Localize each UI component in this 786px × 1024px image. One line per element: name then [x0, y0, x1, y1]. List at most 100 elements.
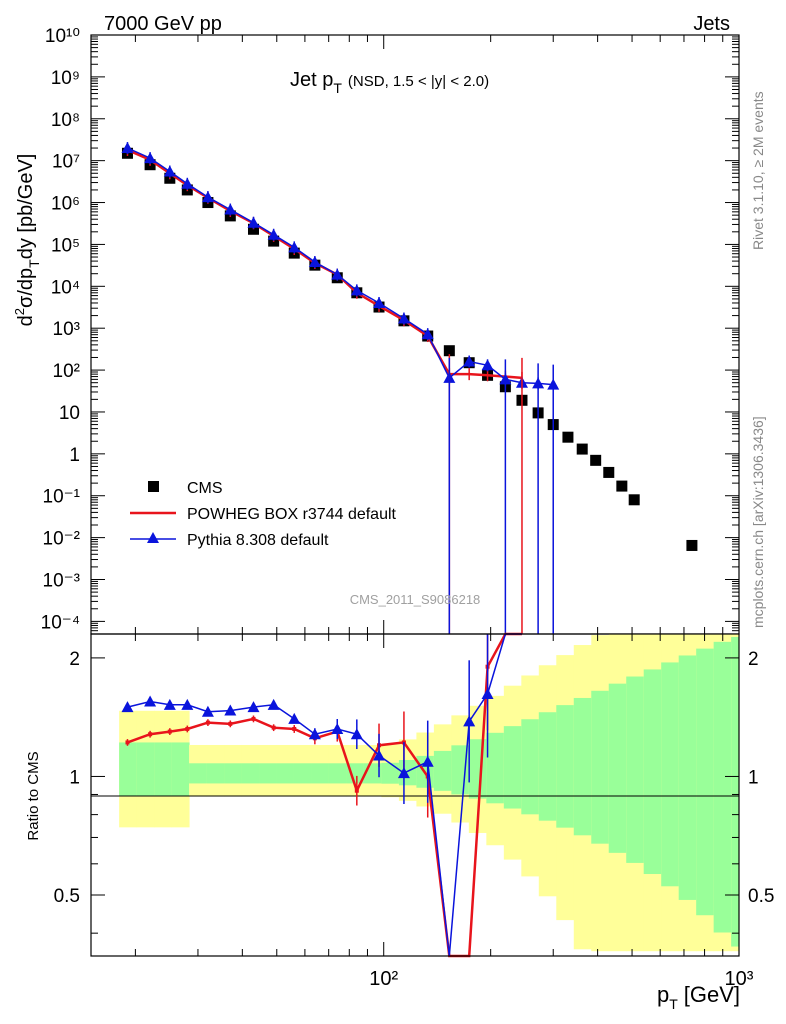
pythia-data-point: [247, 216, 260, 228]
pythia-data-point: [121, 142, 134, 154]
ratio-pythia-point: [481, 687, 494, 699]
ratio-band-inner: [119, 742, 138, 797]
ratio-band-inner: [311, 763, 330, 784]
ratio-pythia-point: [181, 698, 194, 710]
ratio-band-inner: [451, 745, 470, 795]
legend-cms-marker: [148, 481, 159, 492]
x-tick-label: 10²: [369, 968, 398, 990]
ratio-pythia-point: [201, 705, 214, 717]
ratio-band-inner: [626, 676, 645, 863]
pythia-data-point: [397, 312, 410, 324]
ratio-powheg-point: [125, 740, 130, 745]
cms-data-point: [603, 466, 615, 478]
ratio-powheg-point: [167, 729, 172, 734]
main-y-tick-label: 10⁷: [52, 152, 80, 173]
ratio-pythia-point: [308, 728, 321, 740]
ratio-band-inner: [224, 763, 243, 784]
ratio-band-inner: [661, 662, 680, 887]
ratio-pythia-point: [463, 715, 476, 727]
ratio-band-inner: [503, 726, 522, 809]
ratio-powheg-point: [228, 721, 233, 726]
legend-pythia-label: Pythia 8.308 default: [187, 532, 329, 549]
ratio-band-inner: [713, 641, 732, 933]
main-y-tick-label: 1: [69, 445, 80, 466]
pythia-data-point: [144, 152, 157, 164]
ratio-band-inner: [276, 763, 295, 784]
main-y-tick-label: 10⁵: [51, 235, 80, 256]
ratio-band-inner: [643, 669, 662, 875]
main-y-tick-label: 10²: [53, 361, 80, 382]
ratio-powheg-point: [251, 716, 256, 721]
main-y-tick-label: 10⁻³: [43, 571, 81, 592]
ratio-band-inner: [608, 683, 627, 853]
cms-data-point: [616, 480, 628, 492]
ratio-band-inner: [486, 732, 505, 804]
ratio-plot: 10² 10³ 0.5 0.5 1 1 2 2 Ratio to CMS: [25, 632, 774, 990]
ratio-plot-frame: [90, 633, 740, 957]
ratio-pythia-point: [350, 728, 363, 740]
ratio-pythia-point: [247, 701, 260, 713]
ratio-band-inner: [346, 763, 365, 784]
ratio-band-inner: [206, 763, 225, 784]
cms-data-point: [443, 345, 455, 357]
pythia-data-point: [331, 268, 344, 280]
watermark: CMS_2011_S9086218: [350, 592, 481, 607]
rivet-label: Rivet 3.1.10, ≥ 2M events: [750, 91, 766, 250]
pythia-data-point: [308, 256, 321, 268]
pythia-data-point: [481, 359, 494, 371]
main-y-tick-label: 10⁻¹: [43, 487, 81, 508]
pythia-data-point: [421, 328, 434, 340]
ratio-pythia-point: [421, 755, 434, 767]
ratio-band-inner: [154, 742, 173, 797]
pythia-data-point: [463, 355, 476, 367]
ratio-band-inner: [591, 690, 610, 844]
ratio-band-inner: [696, 648, 715, 916]
ratio-band-inner: [328, 763, 347, 784]
main-y-tick-label: 10⁴: [51, 277, 80, 298]
main-y-tick-label: 10⁶: [51, 194, 80, 215]
header-left: 7000 GeV pp: [104, 13, 222, 35]
ratio-band-inner: [381, 762, 400, 784]
main-title: Jet pT (NSD, 1.5 < |y| < 2.0): [290, 69, 489, 96]
cms-data-point: [576, 443, 588, 455]
ratio-band-inner: [171, 742, 190, 797]
mcplots-label: mcplots.cern.ch [arXiv:1306.3436]: [750, 416, 766, 628]
main-plot: 10⁻⁴ 10⁻³ 10⁻² 10⁻¹ 1 10 10² 10³ 10⁴ 10⁵ 10⁶ 10⁷ 10⁸…: [12, 26, 740, 635]
ratio-band-inner: [573, 697, 592, 836]
ratio-band-inner: [136, 742, 155, 797]
pythia-data-point: [224, 203, 237, 215]
ratio-powheg-point: [292, 726, 297, 731]
ratio-pythia-point: [121, 701, 134, 713]
ratio-pythia-point: [397, 767, 410, 779]
ratio-band-inner: [189, 763, 208, 784]
ratio-band-inner: [293, 763, 312, 784]
ratio-y-tick-label-right: 0.5: [748, 886, 774, 907]
ratio-band-inner: [259, 763, 278, 784]
ratio-powheg-point: [271, 725, 276, 730]
main-y-tick-label: 10³: [53, 319, 80, 340]
ratio-y-tick-label: 2: [69, 649, 80, 670]
ratio-band-inner: [433, 750, 452, 791]
header-right: Jets: [693, 13, 730, 35]
ratio-pythia-point: [373, 749, 386, 761]
pythia-data-point: [201, 191, 214, 203]
legend-pythia-marker: [147, 532, 159, 543]
ratio-powheg-point: [185, 726, 190, 731]
ratio-y-tick-label: 0.5: [54, 886, 80, 907]
ratio-pythia-point: [224, 704, 237, 716]
cms-data-point: [590, 454, 602, 466]
ratio-powheg-point: [354, 788, 359, 793]
pythia-data-point: [373, 296, 386, 308]
ratio-powheg-point: [148, 732, 153, 737]
cms-data-point: [628, 494, 640, 506]
pythia-line: [127, 147, 554, 386]
ratio-pythia-point: [144, 695, 157, 707]
legend-powheg-label: POWHEG BOX r3744 default: [187, 506, 397, 523]
main-y-tick-label: 10⁻²: [43, 529, 81, 550]
main-y-tick-label: 10: [59, 403, 80, 424]
main-y-tick-label: 10⁹: [51, 68, 80, 89]
ratio-band-inner: [521, 719, 540, 815]
ratio-pythia-point: [288, 712, 301, 724]
pythia-data-point: [288, 241, 301, 253]
